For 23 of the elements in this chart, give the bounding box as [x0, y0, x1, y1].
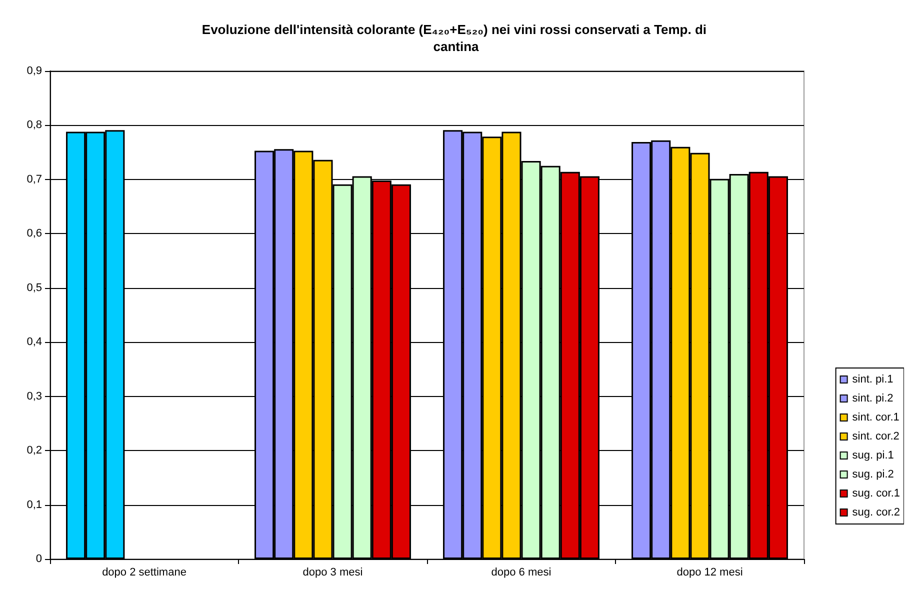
legend-label: sug. pi.1	[852, 450, 894, 462]
y-tick-label: 0,9	[26, 65, 42, 77]
y-tick-label: 0,6	[26, 228, 42, 240]
y-tick-label: 0,5	[26, 282, 42, 294]
legend-label: sint. pi.1	[852, 374, 894, 386]
chart-title: Evoluzione dell'intensità colorante (E₄₂₀+E₅₂₀) nei vini rossi conservati a Temp. di cantina	[202, 22, 710, 54]
y-tick-label: 0,7	[26, 173, 42, 186]
y-tick-label: 0,2	[26, 444, 42, 457]
legend-label: sint. cor.1	[852, 412, 900, 424]
y-tick-label: 0,1	[26, 498, 42, 511]
legend-label: sug. pi.2	[852, 468, 894, 480]
y-tick-label: 0,3	[26, 390, 42, 402]
legend-label: sint. cor.2	[852, 430, 900, 442]
y-tick-label: 0,8	[26, 119, 42, 132]
x-tick-label: dopo 12 mesi	[676, 566, 743, 578]
legend-label: sug. cor.1	[852, 488, 900, 500]
x-tick-label: dopo 2 settimane	[102, 566, 186, 578]
x-tick-label: dopo 3 mesi	[302, 566, 363, 578]
y-tick-label: 0	[36, 553, 42, 565]
y-tick-label: 0,4	[26, 336, 42, 348]
legend-label: sint. pi.2	[852, 392, 894, 404]
x-tick-label: dopo 6 mesi	[491, 566, 552, 578]
legend-label: sug. cor.2	[852, 506, 900, 518]
